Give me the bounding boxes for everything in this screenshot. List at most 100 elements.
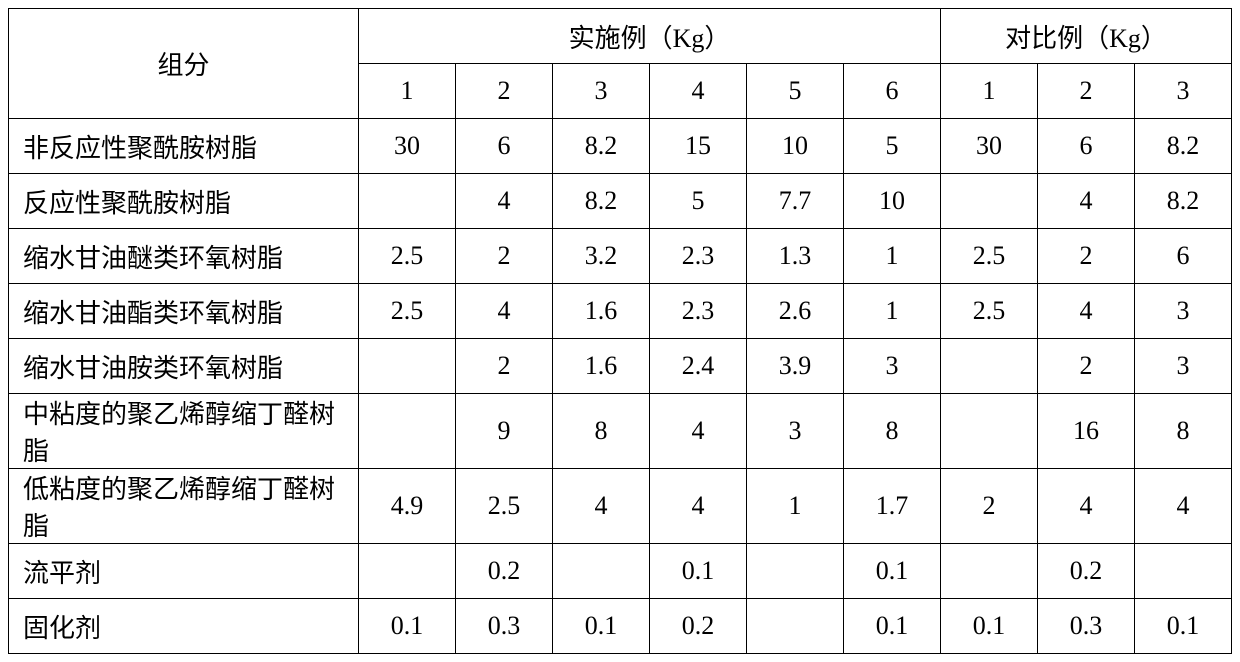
example-cell: 0.1	[843, 599, 940, 654]
table-row: 缩水甘油酯类环氧树脂2.541.62.32.612.543	[8, 284, 1231, 339]
example-cell: 1.3	[746, 229, 843, 284]
example-cell: 10	[843, 174, 940, 229]
header-compare-2: 2	[1038, 64, 1135, 119]
compare-cell: 4	[1038, 174, 1135, 229]
compare-cell	[941, 544, 1038, 599]
compare-cell: 16	[1038, 394, 1135, 469]
table-row: 流平剂0.20.10.10.2	[8, 544, 1231, 599]
compare-cell: 2.5	[941, 229, 1038, 284]
example-cell: 0.1	[552, 599, 649, 654]
example-cell: 15	[649, 119, 746, 174]
component-label: 非反应性聚酰胺树脂	[8, 119, 358, 174]
example-cell: 8.2	[552, 174, 649, 229]
example-cell: 2.4	[649, 339, 746, 394]
header-example-4: 4	[649, 64, 746, 119]
component-label: 反应性聚酰胺树脂	[8, 174, 358, 229]
example-cell: 0.1	[358, 599, 455, 654]
example-cell: 3.2	[552, 229, 649, 284]
example-cell: 2.5	[358, 284, 455, 339]
table-row: 反应性聚酰胺树脂48.257.71048.2	[8, 174, 1231, 229]
example-cell: 2.6	[746, 284, 843, 339]
header-compare-group: 对比例（Kg）	[941, 9, 1232, 64]
example-cell: 4.9	[358, 469, 455, 544]
example-cell: 1.7	[843, 469, 940, 544]
compare-cell: 8.2	[1135, 174, 1232, 229]
example-cell: 1	[843, 284, 940, 339]
compare-cell: 6	[1135, 229, 1232, 284]
example-cell: 2	[455, 339, 552, 394]
component-label: 缩水甘油胺类环氧树脂	[8, 339, 358, 394]
example-cell	[358, 174, 455, 229]
table-row: 中粘度的聚乙烯醇缩丁醛树脂98438168	[8, 394, 1231, 469]
example-cell: 1.6	[552, 339, 649, 394]
component-label: 缩水甘油醚类环氧树脂	[8, 229, 358, 284]
data-table: 组分 实施例（Kg） 对比例（Kg） 1 2 3 4 5 6 1 2 3 非反应…	[8, 8, 1232, 654]
example-cell: 1	[843, 229, 940, 284]
example-cell: 4	[649, 469, 746, 544]
header-component: 组分	[8, 9, 358, 119]
example-cell: 9	[455, 394, 552, 469]
example-cell: 3	[746, 394, 843, 469]
example-cell: 4	[455, 284, 552, 339]
example-cell: 4	[649, 394, 746, 469]
example-cell: 8.2	[552, 119, 649, 174]
example-cell: 7.7	[746, 174, 843, 229]
compare-cell: 3	[1135, 339, 1232, 394]
example-cell: 0.1	[843, 544, 940, 599]
example-cell	[358, 544, 455, 599]
example-cell: 10	[746, 119, 843, 174]
table-body: 非反应性聚酰胺树脂3068.2151053068.2反应性聚酰胺树脂48.257…	[8, 119, 1231, 654]
table-row: 非反应性聚酰胺树脂3068.2151053068.2	[8, 119, 1231, 174]
example-cell: 4	[455, 174, 552, 229]
compare-cell: 3	[1135, 284, 1232, 339]
table-row: 固化剂0.10.30.10.20.10.10.30.1	[8, 599, 1231, 654]
example-cell: 0.2	[455, 544, 552, 599]
compare-cell	[1135, 544, 1232, 599]
example-cell: 8	[843, 394, 940, 469]
table-header: 组分 实施例（Kg） 对比例（Kg） 1 2 3 4 5 6 1 2 3	[8, 9, 1231, 119]
example-cell	[746, 599, 843, 654]
compare-cell: 0.3	[1038, 599, 1135, 654]
example-cell: 4	[552, 469, 649, 544]
example-cell: 8	[552, 394, 649, 469]
header-example-3: 3	[552, 64, 649, 119]
header-example-6: 6	[843, 64, 940, 119]
component-label: 流平剂	[8, 544, 358, 599]
example-cell: 5	[843, 119, 940, 174]
example-cell: 1.6	[552, 284, 649, 339]
compare-cell: 2	[941, 469, 1038, 544]
example-cell: 2.3	[649, 229, 746, 284]
example-cell: 6	[455, 119, 552, 174]
example-cell: 30	[358, 119, 455, 174]
compare-cell: 30	[941, 119, 1038, 174]
table-row: 缩水甘油醚类环氧树脂2.523.22.31.312.526	[8, 229, 1231, 284]
compare-cell: 0.1	[941, 599, 1038, 654]
example-cell: 0.2	[649, 599, 746, 654]
table-row: 缩水甘油胺类环氧树脂21.62.43.9323	[8, 339, 1231, 394]
table-row: 低粘度的聚乙烯醇缩丁醛树脂4.92.54411.7244	[8, 469, 1231, 544]
compare-cell: 4	[1038, 284, 1135, 339]
example-cell: 2.3	[649, 284, 746, 339]
header-example-group: 实施例（Kg）	[358, 9, 940, 64]
example-cell: 2	[455, 229, 552, 284]
example-cell	[358, 339, 455, 394]
header-example-5: 5	[746, 64, 843, 119]
compare-cell: 8	[1135, 394, 1232, 469]
compare-cell: 2	[1038, 229, 1135, 284]
example-cell	[358, 394, 455, 469]
component-label: 固化剂	[8, 599, 358, 654]
compare-cell: 4	[1135, 469, 1232, 544]
compare-cell: 4	[1038, 469, 1135, 544]
compare-cell: 0.2	[1038, 544, 1135, 599]
compare-cell: 0.1	[1135, 599, 1232, 654]
example-cell	[746, 544, 843, 599]
compare-cell: 2	[1038, 339, 1135, 394]
compare-cell: 8.2	[1135, 119, 1232, 174]
component-label: 中粘度的聚乙烯醇缩丁醛树脂	[8, 394, 358, 469]
example-cell: 2.5	[455, 469, 552, 544]
example-cell: 3	[843, 339, 940, 394]
header-example-2: 2	[455, 64, 552, 119]
example-cell	[552, 544, 649, 599]
component-label: 低粘度的聚乙烯醇缩丁醛树脂	[8, 469, 358, 544]
example-cell: 2.5	[358, 229, 455, 284]
